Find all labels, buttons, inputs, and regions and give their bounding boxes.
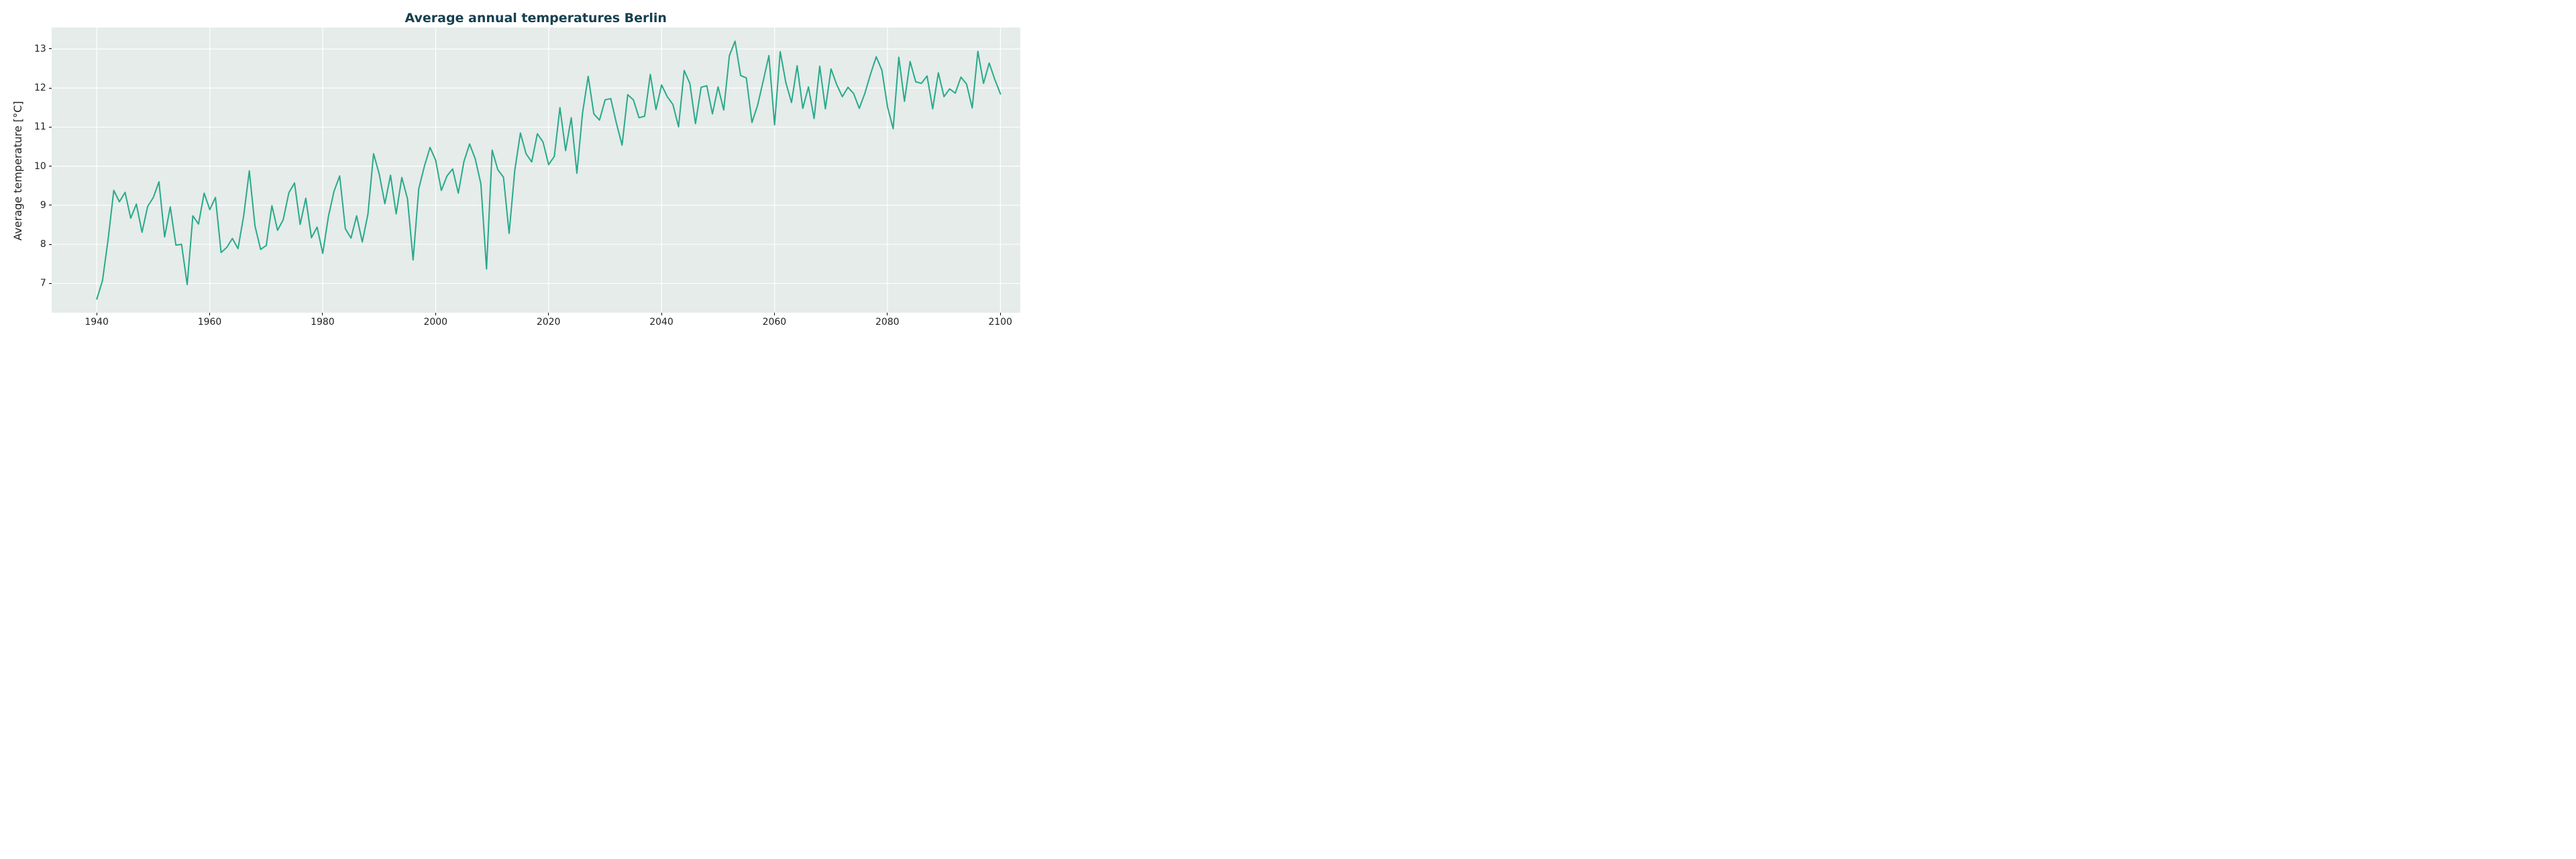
y-tick-mark <box>49 244 52 245</box>
y-tick-mark <box>49 48 52 49</box>
y-tick-label: 10 <box>34 161 46 172</box>
axes-background <box>52 28 1020 313</box>
x-tick-label: 1940 <box>85 317 109 327</box>
y-tick-label: 7 <box>40 278 46 289</box>
x-tick-label: 2020 <box>537 317 561 327</box>
x-tick-mark <box>1000 313 1001 315</box>
x-tick-mark <box>435 313 436 315</box>
x-tick-mark <box>661 313 662 315</box>
x-tick-label: 2100 <box>988 317 1012 327</box>
x-tick-label: 1980 <box>311 317 335 327</box>
y-tick-label: 12 <box>34 83 46 93</box>
x-tick-label: 1960 <box>198 317 222 327</box>
y-tick-mark <box>49 283 52 284</box>
x-tick-label: 2040 <box>649 317 674 327</box>
y-tick-mark <box>49 127 52 128</box>
x-tick-label: 2080 <box>875 317 900 327</box>
x-tick-label: 2060 <box>763 317 787 327</box>
figure: Average annual temperatures Berlin Avera… <box>0 0 1030 344</box>
y-tick-label: 11 <box>34 121 46 132</box>
y-tick-label: 9 <box>40 200 46 211</box>
x-tick-mark <box>322 313 323 315</box>
x-tick-mark <box>548 313 549 315</box>
x-tick-mark <box>774 313 775 315</box>
plot-svg <box>52 28 1020 313</box>
axes: Average annual temperatures Berlin Avera… <box>52 28 1020 313</box>
chart-title: Average annual temperatures Berlin <box>52 11 1020 26</box>
x-tick-mark <box>209 313 210 315</box>
y-tick-mark <box>49 88 52 89</box>
x-tick-label: 2000 <box>423 317 447 327</box>
y-tick-label: 8 <box>40 239 46 250</box>
y-tick-label: 13 <box>34 44 46 54</box>
y-axis-label: Average temperature [°C] <box>11 28 24 313</box>
x-tick-mark <box>887 313 888 315</box>
